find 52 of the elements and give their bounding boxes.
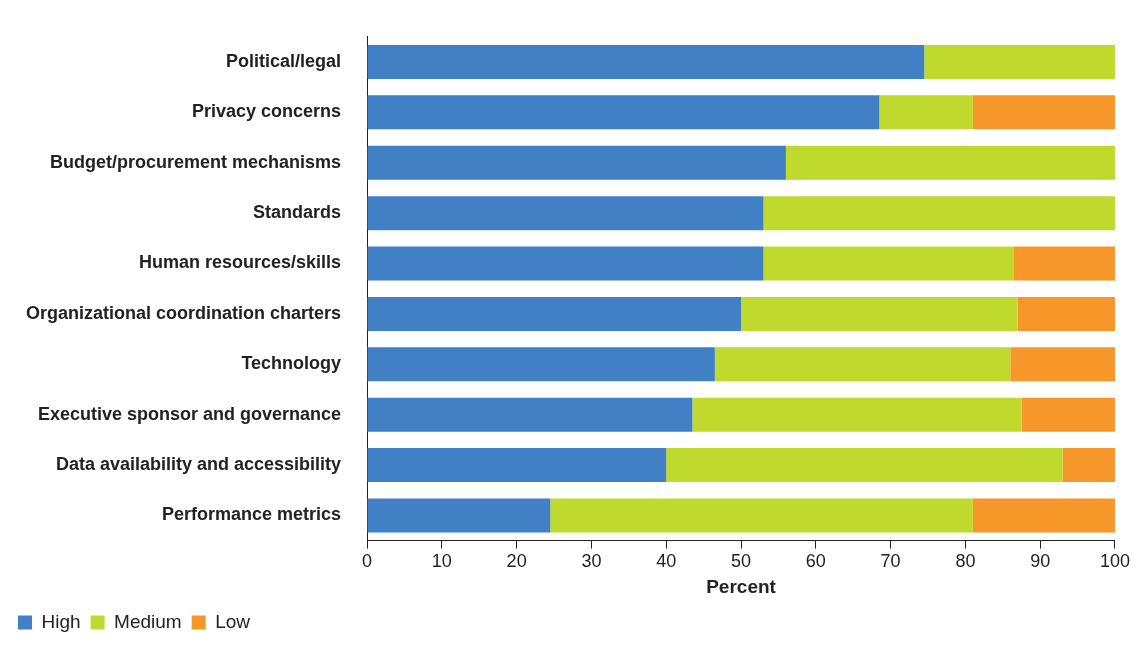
bar [785,145,1115,180]
x-tick-label: 80 [955,551,976,572]
bar [741,296,1018,331]
bar [714,347,1011,382]
bar [972,95,1115,130]
x-tick-label: 90 [1030,551,1051,572]
x-tick-label: 10 [431,551,452,572]
bar [367,44,925,79]
y-tick-label: Technology [241,353,342,374]
legend-label: High [41,610,81,632]
bar [763,246,1015,281]
bar [367,448,667,483]
bar [550,498,973,533]
legend-label: Low [215,610,251,632]
y-tick-label: Human resources/skills [138,252,342,273]
bar [367,296,742,331]
y-tick-label: Performance metrics [161,504,342,525]
y-tick-label: Budget/procurement mechanisms [49,151,342,172]
x-axis-title: Percent [706,575,777,597]
bar [367,246,764,281]
bar [367,347,715,382]
bar [879,95,973,130]
bar [972,498,1115,533]
x-tick-label: 60 [805,551,826,572]
x-tick-label: 50 [731,551,752,572]
bar [367,397,693,432]
bar [1021,397,1115,432]
bar [1017,296,1115,331]
y-tick-label: Privacy concerns [191,101,342,122]
bar [367,145,786,180]
x-tick-label: 100 [1099,551,1131,572]
bar [367,95,880,130]
y-tick-label: Political/legal [226,50,342,71]
bar [367,196,764,231]
bar [1010,347,1115,382]
bar [666,448,1063,483]
bar [1014,246,1115,281]
x-tick-label: 30 [581,551,602,572]
bar [692,397,1022,432]
y-tick-label: Standards [253,202,342,223]
legend-label: Medium [114,610,182,632]
x-tick-label: 20 [506,551,527,572]
bar [367,498,551,533]
x-tick-label: 0 [362,551,373,572]
y-tick-label: Data availability and accessibility [55,454,342,474]
bar [1062,448,1115,483]
bar [763,196,1115,231]
y-tick-label: Organizational coordination charters [25,302,342,323]
bar [924,44,1115,79]
y-tick-label: Executive sponsor and governance [37,403,342,424]
x-tick-label: 40 [656,551,677,572]
x-tick-label: 70 [880,551,901,572]
